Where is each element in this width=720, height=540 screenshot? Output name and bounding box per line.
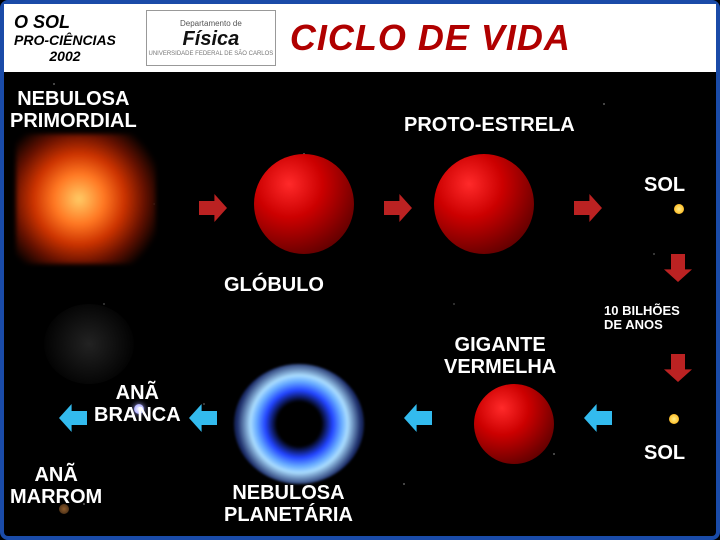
- logo-main-text: Física: [183, 28, 240, 51]
- arrow-left-7: [189, 404, 217, 432]
- object-red-giant: [474, 384, 554, 464]
- arrow-left-6: [404, 404, 432, 432]
- logo-bottom-text: UNIVERSIDADE FEDERAL DE SÃO CARLOS: [149, 51, 274, 57]
- label-ana-marrom: ANÃMARROM: [10, 464, 102, 508]
- header-bar: O SOL PRO-CIÊNCIAS 2002 Departamento de …: [4, 4, 716, 72]
- label-globulo: GLÓBULO: [224, 274, 324, 296]
- page-title: O SOL: [14, 12, 116, 33]
- arrow-right-0: [199, 194, 227, 222]
- label-sol-bottom: SOL: [644, 442, 685, 464]
- object-globule-2: [434, 154, 534, 254]
- label-sol-top: SOL: [644, 174, 685, 196]
- page-subtitle-2: 2002: [14, 49, 116, 64]
- header-left: O SOL PRO-CIÊNCIAS 2002: [4, 8, 126, 68]
- object-sun-top: [674, 204, 684, 214]
- logo-top-text: Departamento de: [180, 19, 242, 28]
- label-nebulosa-planetaria: NEBULOSAPLANETÁRIA: [224, 482, 353, 526]
- page-subtitle-1: PRO-CIÊNCIAS: [14, 33, 116, 48]
- label-ana-branca: ANÃBRANCA: [94, 382, 181, 426]
- arrow-down-4: [664, 354, 692, 382]
- label-nebulosa-primordial: NEBULOSAPRIMORDIAL: [10, 88, 137, 132]
- label-proto-estrela: PROTO-ESTRELA: [404, 114, 575, 136]
- arrow-left-5: [584, 404, 612, 432]
- arrow-down-3: [664, 254, 692, 282]
- arrow-right-2: [574, 194, 602, 222]
- main-title: CICLO DE VIDA: [290, 17, 571, 59]
- object-planetary-nebula: [234, 364, 364, 484]
- object-dark-globule: [44, 304, 134, 384]
- object-sun-bottom: [669, 414, 679, 424]
- object-globule-1: [254, 154, 354, 254]
- object-primordial-nebula: [16, 134, 156, 264]
- label-10-bilhoes: 10 BILHÕESDE ANOS: [604, 304, 680, 333]
- label-gigante-vermelha: GIGANTEVERMELHA: [444, 334, 556, 378]
- logo-fisica: Departamento de Física UNIVERSIDADE FEDE…: [146, 10, 276, 66]
- arrow-right-1: [384, 194, 412, 222]
- arrow-left-8: [59, 404, 87, 432]
